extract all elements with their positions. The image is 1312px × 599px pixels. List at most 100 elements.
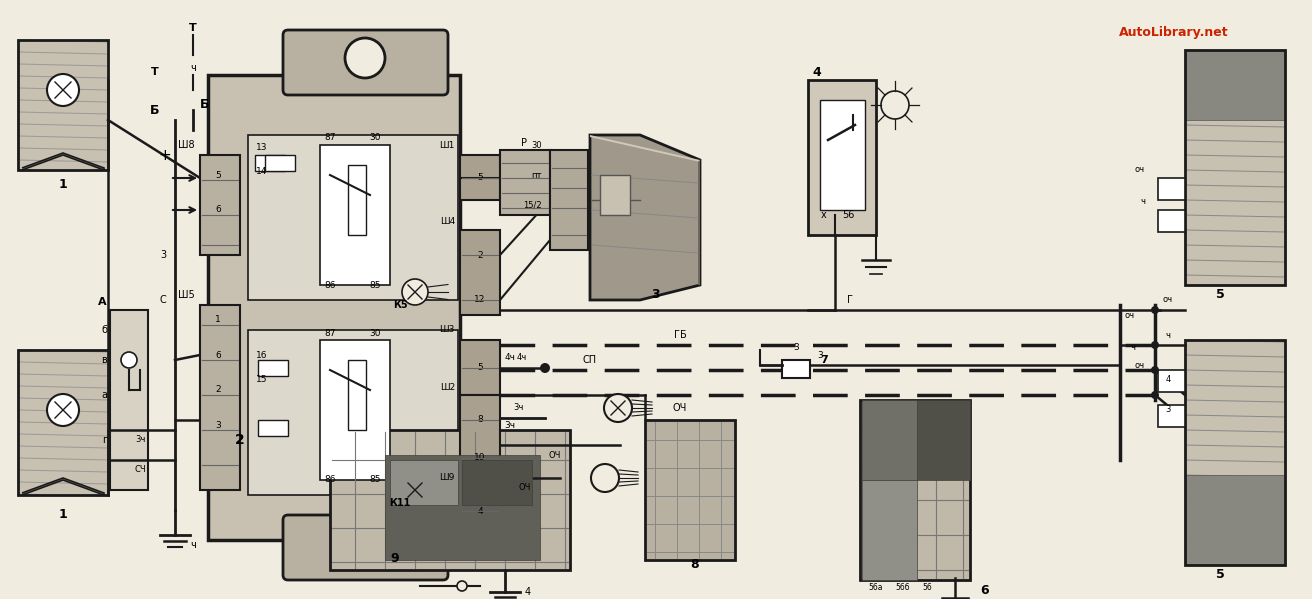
FancyBboxPatch shape: [283, 515, 447, 580]
Polygon shape: [209, 75, 461, 540]
Text: 4: 4: [525, 587, 531, 597]
Bar: [320, 145, 390, 285]
Text: 3: 3: [1165, 406, 1170, 415]
Bar: [820, 100, 865, 210]
Text: 8: 8: [478, 416, 483, 425]
Text: С: С: [160, 295, 167, 305]
Text: 85: 85: [369, 476, 380, 485]
Text: 4ч: 4ч: [505, 353, 516, 362]
Text: 7: 7: [820, 355, 828, 365]
Text: 6: 6: [215, 205, 220, 214]
Bar: [255, 155, 285, 171]
Text: Т: Т: [189, 23, 197, 33]
Text: 3: 3: [651, 289, 660, 301]
Text: 4: 4: [812, 65, 821, 78]
Bar: [1185, 340, 1284, 565]
Text: СП: СП: [583, 355, 597, 365]
Text: Ш8: Ш8: [178, 140, 195, 150]
Text: 6: 6: [215, 350, 220, 359]
Bar: [1158, 370, 1185, 392]
Text: 4ч: 4ч: [517, 353, 527, 362]
Text: 3ч: 3ч: [505, 420, 516, 429]
Bar: [18, 40, 108, 170]
Bar: [1185, 475, 1284, 565]
Polygon shape: [590, 135, 701, 162]
Text: 85: 85: [369, 280, 380, 289]
Text: 87: 87: [324, 328, 336, 337]
Text: 5: 5: [478, 364, 483, 373]
Bar: [1185, 50, 1284, 285]
Text: 9: 9: [390, 552, 399, 564]
Bar: [1158, 210, 1185, 232]
Text: 3: 3: [817, 350, 823, 359]
Text: Б: Б: [199, 98, 210, 111]
Bar: [1185, 50, 1284, 120]
Polygon shape: [590, 135, 701, 300]
Text: 14: 14: [256, 168, 268, 177]
Bar: [199, 155, 240, 255]
Circle shape: [401, 477, 428, 503]
Text: 3: 3: [160, 250, 167, 260]
Text: 30: 30: [369, 328, 380, 337]
Text: 87: 87: [324, 134, 336, 143]
Text: а: а: [101, 390, 108, 400]
Text: 5: 5: [1216, 289, 1224, 301]
Polygon shape: [698, 160, 701, 285]
Bar: [1158, 405, 1185, 427]
Text: 15: 15: [256, 376, 268, 385]
Text: 2: 2: [235, 433, 245, 447]
Bar: [461, 340, 500, 395]
Bar: [110, 310, 148, 490]
Text: +: +: [159, 147, 172, 162]
Text: х: х: [821, 210, 827, 220]
Text: ОЧ: ОЧ: [673, 403, 687, 413]
Bar: [859, 400, 970, 580]
Bar: [500, 150, 550, 215]
Text: СЧ: СЧ: [134, 465, 146, 474]
Bar: [320, 340, 390, 480]
Bar: [862, 480, 917, 580]
Text: г: г: [102, 435, 108, 445]
Text: Г: Г: [848, 295, 853, 305]
Text: ч: ч: [190, 63, 195, 73]
Text: 1: 1: [215, 316, 220, 325]
Text: в: в: [101, 355, 108, 365]
Text: 86: 86: [324, 476, 336, 485]
Text: 6: 6: [980, 583, 989, 597]
Text: Ш9: Ш9: [440, 473, 455, 483]
Text: 5: 5: [1216, 568, 1224, 582]
Circle shape: [401, 279, 428, 305]
Text: 4: 4: [1165, 376, 1170, 385]
Text: 1: 1: [59, 179, 67, 192]
Bar: [1158, 178, 1185, 200]
Bar: [462, 460, 531, 505]
Circle shape: [590, 464, 619, 492]
Text: 86: 86: [324, 280, 336, 289]
Text: Ш1: Ш1: [440, 141, 455, 150]
Text: 30: 30: [369, 134, 380, 143]
Bar: [917, 400, 970, 480]
Text: ч: ч: [1130, 343, 1135, 352]
Bar: [348, 165, 366, 235]
Bar: [390, 460, 458, 505]
Text: 56б: 56б: [895, 583, 909, 592]
Text: 10: 10: [474, 453, 485, 462]
Circle shape: [1151, 306, 1158, 314]
FancyBboxPatch shape: [283, 30, 447, 95]
Bar: [199, 305, 240, 490]
Text: 3: 3: [215, 420, 220, 429]
Text: оч: оч: [1124, 310, 1135, 319]
Bar: [600, 175, 630, 215]
Circle shape: [604, 394, 632, 422]
Text: 3ч: 3ч: [135, 435, 146, 444]
Bar: [18, 40, 108, 170]
Text: 13: 13: [256, 144, 268, 153]
Text: 12: 12: [475, 295, 485, 304]
Text: оч: оч: [1135, 165, 1145, 174]
Bar: [646, 420, 735, 560]
Text: Ш4: Ш4: [440, 217, 455, 226]
Bar: [1185, 340, 1284, 565]
Bar: [461, 155, 500, 200]
Text: 1: 1: [59, 509, 67, 522]
Text: ч: ч: [1140, 198, 1145, 207]
